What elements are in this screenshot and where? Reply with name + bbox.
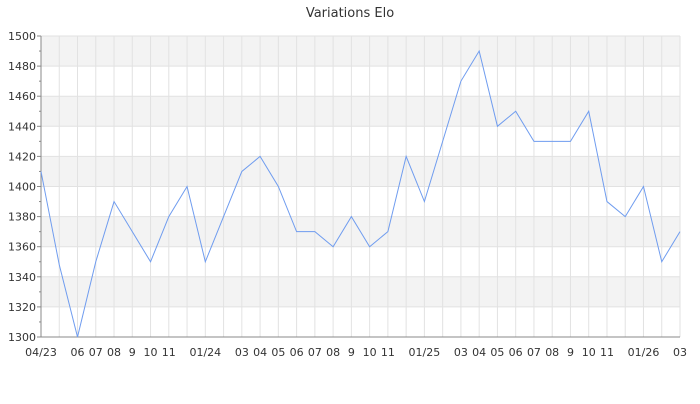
x-tick-label: 04/23 [25, 346, 57, 359]
x-tick-label: 11 [600, 346, 614, 359]
x-tick-label: 11 [162, 346, 176, 359]
x-tick-label: 07 [89, 346, 103, 359]
x-tick-label: 07 [308, 346, 322, 359]
y-tick-label: 1380 [8, 211, 36, 224]
x-tick-label: 10 [144, 346, 158, 359]
x-tick-label: 9 [129, 346, 136, 359]
x-tick-label: 05 [271, 346, 285, 359]
x-tick-label: 03 [454, 346, 468, 359]
x-tick-label: 03 [235, 346, 249, 359]
x-tick-label: 08 [107, 346, 121, 359]
grid-band [41, 156, 680, 186]
x-tick-label: 10 [363, 346, 377, 359]
y-tick-label: 1340 [8, 271, 36, 284]
y-tick-label: 1480 [8, 60, 36, 73]
x-tick-label: 04 [253, 346, 267, 359]
y-tick-label: 1420 [8, 150, 36, 163]
x-tick-label: 01/24 [189, 346, 221, 359]
x-tick-label: 06 [71, 346, 85, 359]
x-tick-label: 01/26 [628, 346, 660, 359]
x-tick-label: 05 [490, 346, 504, 359]
x-tick-label: 04 [472, 346, 486, 359]
x-tick-label: 9 [567, 346, 574, 359]
x-tick-label: 03 [673, 346, 687, 359]
y-tick-label: 1400 [8, 181, 36, 194]
y-tick-label: 1320 [8, 301, 36, 314]
x-tick-label: 9 [348, 346, 355, 359]
grid-band [41, 36, 680, 66]
y-tick-label: 1360 [8, 241, 36, 254]
grid-band [41, 96, 680, 126]
y-tick-label: 1440 [8, 120, 36, 133]
x-tick-label: 10 [582, 346, 596, 359]
x-tick-label: 08 [545, 346, 559, 359]
grid-band [41, 277, 680, 307]
x-tick-label: 11 [381, 346, 395, 359]
x-tick-label: 08 [326, 346, 340, 359]
chart-title: Variations Elo [306, 6, 394, 21]
x-tick-label: 06 [509, 346, 523, 359]
x-tick-label: 07 [527, 346, 541, 359]
y-tick-label: 1500 [8, 30, 36, 43]
y-tick-label: 1460 [8, 90, 36, 103]
x-tick-label: 06 [290, 346, 304, 359]
y-tick-label: 1300 [8, 331, 36, 344]
x-tick-label: 01/25 [409, 346, 441, 359]
